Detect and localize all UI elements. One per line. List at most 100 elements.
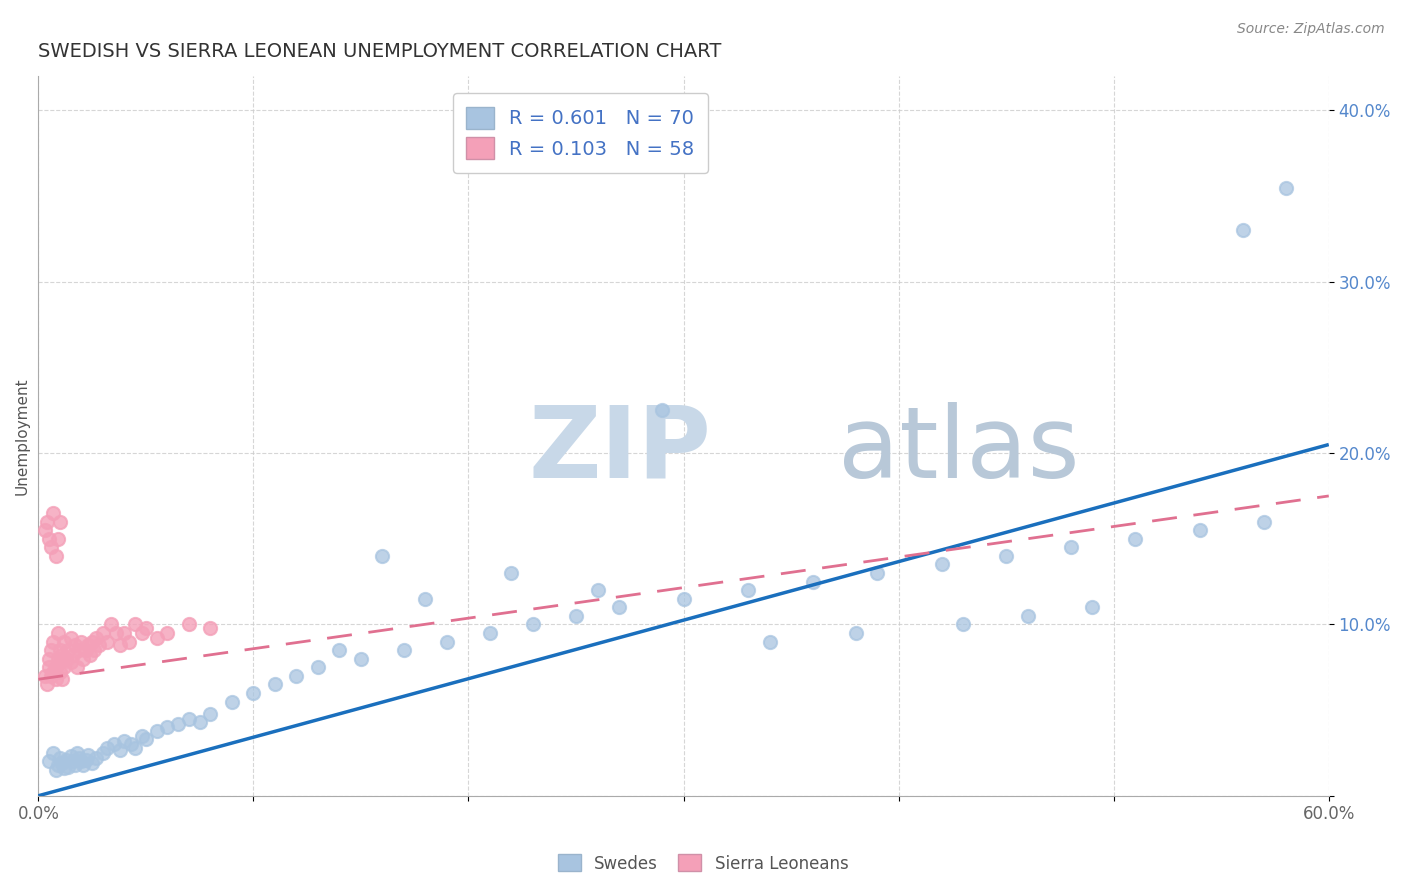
Point (59, 631, 82, 645)
Point (1188, 523, 1211, 537)
Point (995, 549, 1018, 563)
Point (79, 648, 101, 663)
Point (63, 638, 86, 652)
Point (82, 756, 104, 771)
Point (70, 634, 93, 648)
Point (124, 740, 146, 755)
Point (67, 751, 90, 765)
Point (49, 655, 72, 669)
Point (845, 626, 868, 640)
Point (75, 643, 97, 657)
Point (62, 648, 84, 663)
Point (42, 746, 65, 760)
Point (49, 643, 72, 657)
Point (607, 600, 630, 615)
Point (67, 643, 90, 657)
Point (131, 729, 153, 743)
Point (38, 651, 60, 665)
Point (120, 737, 142, 751)
Point (112, 626, 135, 640)
Point (53, 634, 76, 648)
Point (200, 621, 222, 635)
Point (167, 716, 190, 731)
Point (86, 751, 108, 765)
Point (104, 626, 127, 640)
Point (415, 591, 437, 606)
Point (328, 643, 350, 657)
Y-axis label: Unemployment: Unemployment (15, 377, 30, 495)
Point (758, 634, 780, 648)
Point (49, 665, 72, 680)
Point (156, 720, 179, 734)
Point (59, 655, 82, 669)
Point (124, 617, 146, 632)
Point (1253, 515, 1275, 529)
Point (737, 583, 759, 598)
Point (1081, 600, 1104, 615)
Point (200, 706, 222, 721)
Point (307, 660, 329, 674)
Point (96, 634, 118, 648)
Text: atlas: atlas (838, 402, 1080, 499)
Point (46, 532, 69, 546)
Point (145, 631, 167, 645)
Point (51, 673, 73, 687)
Point (1060, 541, 1083, 555)
Point (264, 677, 287, 691)
Point (76, 747, 98, 762)
Point (66, 660, 89, 674)
Point (39, 669, 62, 683)
Point (501, 566, 523, 580)
Point (55, 651, 77, 665)
Point (651, 403, 673, 417)
Point (49, 515, 72, 529)
Point (285, 669, 308, 683)
Point (118, 634, 141, 648)
Point (46, 626, 69, 640)
Point (177, 617, 200, 632)
Point (72, 758, 94, 772)
Point (35, 677, 58, 691)
Point (39, 643, 62, 657)
Point (91, 626, 114, 640)
Point (75, 753, 97, 767)
Point (1017, 608, 1039, 623)
Text: SWEDISH VS SIERRA LEONEAN UNEMPLOYMENT CORRELATION CHART: SWEDISH VS SIERRA LEONEAN UNEMPLOYMENT C… (38, 42, 721, 61)
Point (45, 763, 67, 777)
Point (221, 694, 243, 708)
Point (58, 759, 80, 773)
Legend: Swedes, Sierra Leoneans: Swedes, Sierra Leoneans (551, 847, 855, 880)
Point (45, 549, 67, 563)
Point (565, 608, 588, 623)
Point (42, 506, 65, 520)
Point (522, 617, 544, 632)
Point (34, 523, 56, 537)
Point (392, 643, 415, 657)
Point (1232, 223, 1254, 237)
Point (62, 755, 84, 769)
Point (866, 566, 889, 580)
Point (46, 758, 69, 772)
Point (53, 761, 76, 775)
Text: ZIP: ZIP (529, 402, 711, 499)
Point (42, 634, 65, 648)
Point (70, 755, 93, 769)
Point (76, 638, 98, 652)
Point (242, 686, 264, 700)
Point (49, 751, 72, 765)
Point (51, 648, 73, 663)
Point (131, 626, 153, 640)
Point (42, 665, 65, 680)
Point (58, 643, 80, 657)
Point (135, 732, 157, 747)
Legend: R = 0.601   N = 70, R = 0.103   N = 58: R = 0.601 N = 70, R = 0.103 N = 58 (453, 93, 707, 173)
Point (952, 617, 974, 632)
Point (801, 574, 824, 589)
Point (45, 660, 67, 674)
Point (478, 626, 501, 640)
Point (53, 660, 76, 674)
Point (112, 734, 135, 748)
Text: Source: ZipAtlas.com: Source: ZipAtlas.com (1237, 22, 1385, 37)
Point (38, 755, 60, 769)
Point (350, 651, 373, 665)
